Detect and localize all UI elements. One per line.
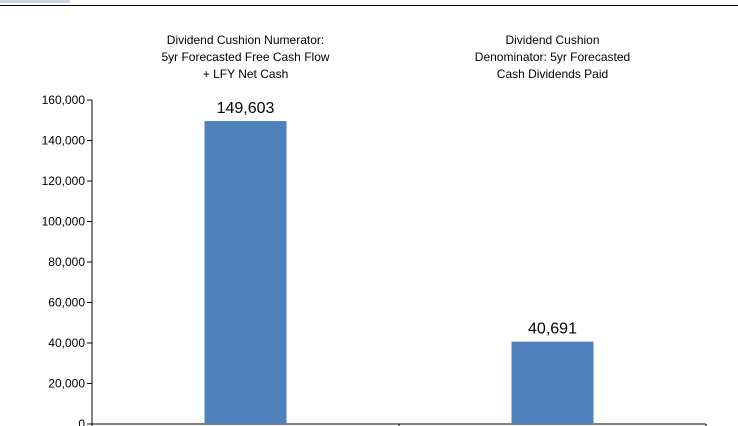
y-tick-label: 160,000 (42, 93, 86, 107)
y-tick-label: 80,000 (48, 255, 85, 269)
y-tick-label: 60,000 (48, 296, 85, 310)
bar (204, 121, 287, 424)
y-tick-label: 120,000 (42, 174, 86, 188)
y-tick-label: 140,000 (42, 134, 86, 148)
y-tick-label: 100,000 (42, 215, 86, 229)
category-label: Dividend Cushion (505, 33, 599, 47)
data-label: 40,691 (528, 321, 577, 338)
category-label: 5yr Forecasted Free Cash Flow (161, 50, 329, 64)
y-tick-label: 40,000 (48, 336, 85, 350)
bar (511, 341, 594, 424)
category-label: Denominator: 5yr Forecasted (475, 50, 630, 64)
y-tick-label: 20,000 (48, 377, 85, 391)
header-accent (0, 0, 70, 3)
category-label: Dividend Cushion Numerator: (167, 33, 324, 47)
category-label: + LFY Net Cash (203, 67, 289, 81)
header-rule (0, 0, 738, 6)
category-label: Cash Dividends Paid (497, 67, 608, 81)
y-tick-label: 0 (78, 417, 85, 426)
data-label: 149,603 (217, 100, 275, 117)
header-line (0, 5, 738, 6)
